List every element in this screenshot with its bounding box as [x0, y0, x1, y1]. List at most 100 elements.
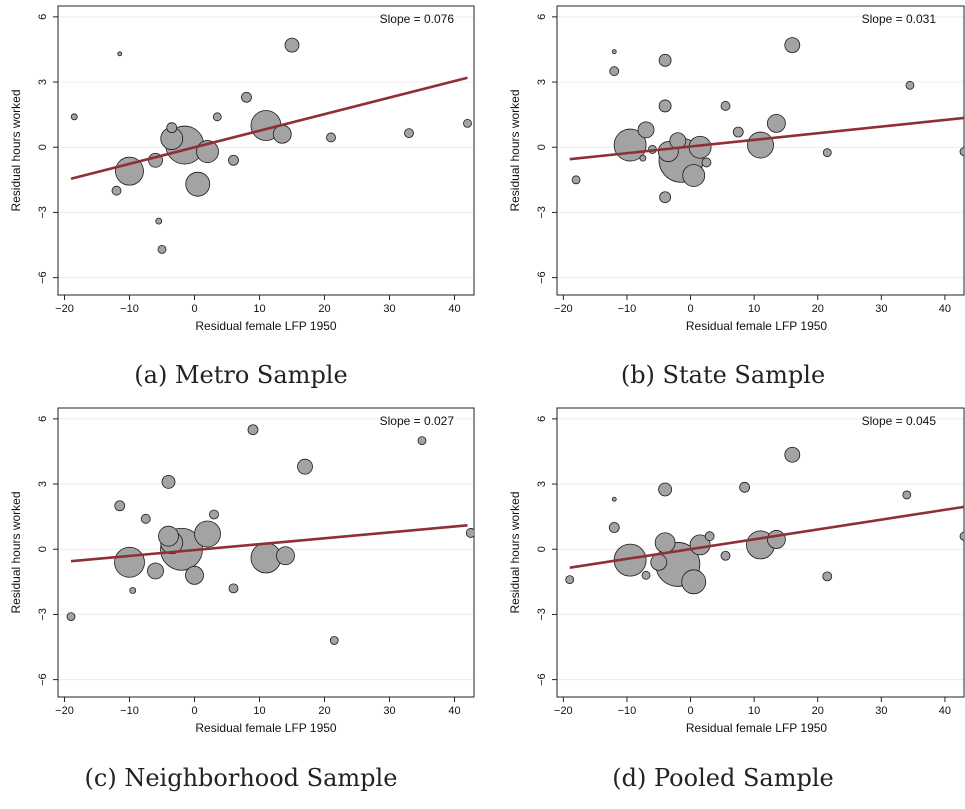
y-tick-label: 3: [37, 79, 49, 85]
scatter-point: [185, 171, 211, 197]
scatter-point: [720, 550, 731, 561]
x-tick-label: 30: [383, 303, 395, 315]
scatter-point: [228, 154, 239, 166]
scatter-point: [276, 546, 295, 566]
x-tick-label: 40: [939, 705, 951, 717]
x-tick-label: 20: [318, 705, 330, 717]
scatter-point: [212, 112, 222, 122]
plot-frame: [57, 5, 475, 296]
scatter-point: [650, 553, 668, 571]
chart-metro-scatter: −20 −10 0 10 20 30 40 −6 −3 0 3 6 Residual female LF…: [9, 5, 475, 333]
scatter-point: [732, 126, 744, 138]
x-tick-label: −20: [55, 303, 74, 315]
x-tick-label: −20: [554, 705, 573, 717]
scatter-point: [902, 490, 912, 500]
caption-metro: (a) Metro Sample: [134, 361, 348, 389]
scatter-point: [959, 531, 964, 541]
x-tick-label: 30: [875, 303, 887, 315]
scatter-point: [115, 156, 144, 186]
scatter-point: [465, 528, 474, 538]
scatter-point: [905, 80, 915, 90]
chart-state-scatter: −20 −10 0 10 20 30 40 −6 −3 0 3 6 Residual female LF…: [508, 5, 965, 333]
scatter-point: [766, 530, 786, 549]
scatter-point: [704, 531, 715, 542]
chart-pooled-scatter: −20 −10 0 10 20 30 40 −6 −3 0 3 6 Residual female LF…: [508, 407, 965, 735]
scatter-point: [637, 121, 655, 139]
scatter-point: [147, 562, 164, 580]
y-tick-label: 3: [536, 79, 548, 85]
x-tick-label: 10: [748, 705, 760, 717]
scatter-point: [111, 185, 122, 196]
y-axis-label: Residual hours worked: [508, 491, 522, 613]
x-tick-label: 20: [812, 705, 824, 717]
scatter-point: [611, 496, 617, 502]
scatter-point: [247, 424, 259, 436]
scatter-point: [194, 520, 221, 548]
scatter-point: [114, 500, 126, 512]
x-tick-label: 10: [748, 303, 760, 315]
scatter-point: [209, 509, 219, 520]
x-tick-label: −20: [554, 303, 573, 315]
y-tick-label: 0: [37, 144, 49, 150]
scatter-point: [129, 587, 137, 594]
y-tick-label: 6: [37, 416, 49, 422]
y-tick-label: 6: [536, 416, 548, 422]
panel-neighborhood: −20 −10 0 10 20 30 40 −6 −3 0 3 6 Residual female LF…: [0, 404, 482, 808]
scatter-point: [681, 569, 707, 595]
panel-metro: −20 −10 0 10 20 30 40 −6 −3 0 3 6 Residual female LF…: [0, 0, 482, 404]
scatter-point: [329, 636, 339, 645]
scatter-point: [284, 37, 300, 53]
x-tick-label: 30: [875, 705, 887, 717]
y-tick-label: −6: [536, 271, 548, 284]
scatter-point: [658, 482, 673, 497]
scatter-point: [161, 474, 176, 489]
x-axis-label: Residual female LFP 1950: [195, 721, 337, 735]
scatter-point: [66, 612, 76, 622]
y-tick-label: −6: [37, 271, 49, 284]
x-tick-label: 0: [191, 303, 197, 315]
scatter-point: [784, 37, 801, 54]
scatter-point: [608, 522, 620, 533]
scatter-point: [241, 91, 252, 103]
x-tick-label: −10: [618, 303, 637, 315]
scatter-point: [654, 532, 676, 554]
scatter-point: [658, 53, 672, 67]
scatter-point: [155, 217, 163, 225]
points-group: [569, 37, 964, 204]
slope-annotation: Slope = 0.045: [862, 414, 937, 428]
scatter-point: [682, 164, 706, 187]
slope-annotation: Slope = 0.076: [380, 12, 455, 26]
x-tick-label: 10: [253, 705, 265, 717]
scatter-point: [611, 49, 617, 55]
scatter-point: [140, 513, 151, 524]
fit-line: [70, 76, 468, 181]
panel-state: −20 −10 0 10 20 30 40 −6 −3 0 3 6 Residual female LF…: [482, 0, 965, 404]
y-tick-label: 0: [536, 144, 548, 150]
y-tick-label: −3: [536, 206, 548, 219]
x-tick-label: 40: [448, 705, 460, 717]
x-tick-label: −10: [120, 303, 139, 315]
x-tick-label: 0: [687, 705, 693, 717]
x-tick-label: 20: [318, 303, 330, 315]
x-tick-label: 10: [253, 303, 265, 315]
y-axis-label: Residual hours worked: [508, 89, 522, 211]
caption-pooled: (d) Pooled Sample: [612, 764, 834, 792]
x-axis-label: Residual female LFP 1950: [195, 319, 337, 333]
scatter-point: [114, 546, 145, 578]
caption-state: (b) State Sample: [620, 361, 826, 389]
y-tick-label: −6: [37, 673, 49, 686]
scatter-point: [326, 132, 336, 143]
slope-annotation: Slope = 0.031: [862, 12, 937, 26]
scatter-point: [739, 481, 751, 493]
plot-frame: [57, 407, 475, 698]
x-axis-label: Residual female LFP 1950: [686, 721, 828, 735]
scatter-point: [766, 113, 786, 133]
x-tick-label: 40: [939, 303, 951, 315]
scatter-point: [659, 191, 672, 204]
fit-line: [569, 505, 964, 569]
scatter-point: [158, 525, 179, 547]
caption-neighborhood: (c) Neighborhood Sample: [84, 764, 398, 792]
y-axis-label: Residual hours worked: [9, 491, 23, 613]
scatter-point: [701, 157, 712, 168]
scatter-point: [404, 128, 414, 139]
